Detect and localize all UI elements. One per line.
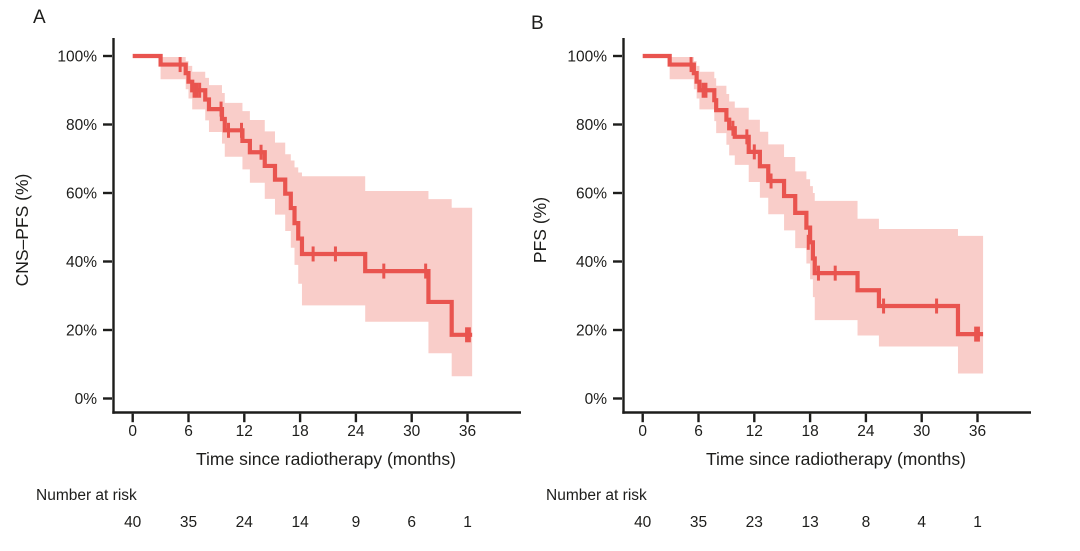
panel-b-x-axis-title: Time since radiotherapy (months) [705,449,966,469]
risk-value-A: 9 [352,514,361,531]
x-tick-label-B: 0 [638,423,647,440]
risk-value-B: 8 [862,514,871,531]
x-tick-label-B: 12 [746,423,763,440]
x-tick-label-A: 36 [459,423,476,440]
panel-a-y-axis-title: CNS–PFS (%) [12,173,32,287]
y-tick-label-A: 20% [66,323,97,340]
x-tick-label-B: 36 [969,423,986,440]
risk-value-A: 14 [291,514,309,531]
y-tick-label-A: 40% [66,254,97,271]
risk-value-A: 1 [463,514,472,531]
confidence-band-A [160,57,473,377]
x-tick-label-A: 12 [236,423,253,440]
x-tick-label-A: 18 [291,423,308,440]
risk-value-B: 23 [746,514,763,531]
x-tick-label-B: 18 [801,423,818,440]
risk-value-A: 24 [236,514,254,531]
risk-value-A: 40 [124,514,142,531]
y-tick-label-B: 60% [576,186,607,203]
panel-b-number-at-risk-header: Number at risk [546,487,647,504]
risk-value-B: 40 [634,514,652,531]
y-tick-label-A: 0% [75,391,98,408]
risk-value-B: 1 [973,514,982,531]
y-tick-label-B: 40% [576,254,607,271]
panel-b-y-axis-title: PFS (%) [530,196,550,264]
panel-b-label: B [531,13,544,34]
risk-value-A: 6 [407,514,416,531]
risk-value-B: 35 [690,514,707,531]
x-tick-label-A: 6 [184,423,193,440]
y-tick-label-B: 80% [576,117,607,134]
panel-a-x-axis-title: Time since radiotherapy (months) [195,449,456,469]
y-tick-label-A: 100% [57,49,97,66]
y-tick-label-A: 80% [66,117,97,134]
x-tick-label-B: 24 [857,423,875,440]
y-tick-label-A: 60% [66,186,97,203]
x-tick-label-B: 30 [913,423,931,440]
y-tick-label-B: 0% [585,391,608,408]
x-tick-label-B: 6 [694,423,703,440]
risk-value-A: 35 [180,514,197,531]
x-tick-label-A: 0 [128,423,137,440]
y-tick-label-B: 20% [576,323,607,340]
panel-a-number-at-risk-header: Number at risk [36,487,137,504]
x-tick-label-A: 24 [347,423,365,440]
risk-value-B: 13 [801,514,818,531]
x-tick-label-A: 30 [403,423,421,440]
panel-a-label: A [33,7,46,28]
risk-value-B: 4 [917,514,926,531]
km-curve-B [642,53,984,337]
y-tick-label-B: 100% [567,49,607,66]
